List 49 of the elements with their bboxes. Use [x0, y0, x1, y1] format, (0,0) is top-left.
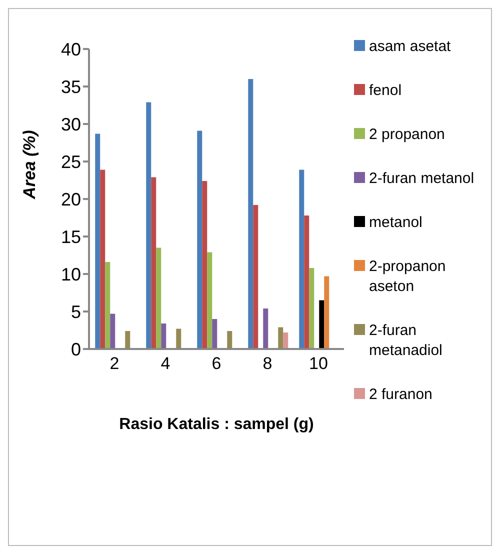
- y-axis-title: Area (%): [20, 130, 40, 200]
- legend-label: 2 propanon: [369, 125, 446, 145]
- y-tick-label: 0: [70, 339, 81, 360]
- bar: [95, 134, 100, 349]
- bar: [105, 262, 110, 349]
- legend-label: asam asetat: [369, 37, 452, 57]
- bar: [125, 331, 130, 349]
- y-tick-label: 30: [60, 114, 81, 134]
- bar: [324, 276, 330, 349]
- bar: [202, 181, 208, 349]
- legend-label: 2-furan metanadiol: [369, 321, 444, 361]
- bar: [207, 252, 212, 349]
- bar: [176, 328, 182, 349]
- bar: [319, 300, 324, 349]
- y-tick-label: 10: [60, 264, 81, 284]
- bar: [263, 308, 268, 349]
- legend-label: 2 furanon: [369, 385, 434, 405]
- y-tick-label: 5: [70, 302, 81, 322]
- bar: [309, 268, 314, 349]
- x-tick-label: 6: [212, 354, 222, 374]
- bar: [151, 177, 156, 349]
- y-tick-label: 15: [60, 226, 81, 247]
- y-tick-label: 25: [60, 152, 81, 172]
- bar: [227, 331, 232, 349]
- bar: [161, 324, 166, 349]
- bar: [197, 130, 202, 349]
- bar: [156, 248, 162, 349]
- bar: [100, 170, 106, 349]
- x-tick-label: 2: [110, 354, 120, 374]
- bar: [212, 319, 218, 349]
- bar: [110, 314, 116, 349]
- x-tick-label: 8: [262, 354, 272, 374]
- y-tick-label: 35: [60, 76, 81, 97]
- bar: [253, 205, 258, 349]
- x-axis-title: Rasio Katalis : sampel (g): [119, 416, 314, 433]
- legend-label: 2-propanon aseton: [369, 257, 447, 297]
- y-tick-label: 40: [60, 39, 81, 60]
- bar: [248, 79, 254, 349]
- x-tick-label: 4: [160, 354, 170, 374]
- legend-label: 2-furan metanol: [369, 169, 476, 189]
- y-tick-label: 20: [60, 189, 81, 210]
- bar: [278, 327, 284, 349]
- x-tick-label: 10: [309, 354, 328, 374]
- bar: [283, 332, 288, 349]
- bar: [146, 102, 152, 349]
- legend-label: metanol: [369, 213, 424, 233]
- legend-label: fenol: [369, 81, 403, 101]
- bar: [299, 170, 304, 349]
- bar: [304, 216, 310, 349]
